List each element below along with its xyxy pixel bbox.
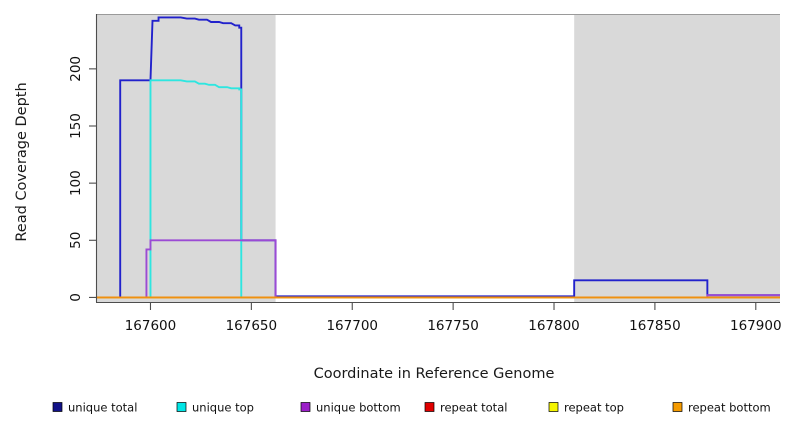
x-tick-label: 167600 xyxy=(125,318,177,334)
legend-swatch xyxy=(424,402,435,412)
legend-swatch xyxy=(52,402,63,412)
legend-label: repeat bottom xyxy=(688,401,771,415)
x-tick-label: 167750 xyxy=(427,318,479,334)
x-tick-label: 167700 xyxy=(326,318,378,334)
y-tick-label: 100 xyxy=(68,170,84,196)
y-tick-label: 50 xyxy=(68,232,84,249)
legend-label: unique top xyxy=(192,401,254,415)
y-tick-label: 0 xyxy=(68,293,84,302)
series-lines xyxy=(96,16,780,299)
y-axis-ticks: 0 50 100 150 200 xyxy=(68,56,96,302)
shaded-regions xyxy=(96,14,780,302)
shaded-region xyxy=(574,14,780,302)
x-axis: 167600 167650 167700 167750 167800 167850 1679… xyxy=(96,301,782,382)
x-tick-label: 167800 xyxy=(528,318,580,334)
legend-swatch xyxy=(672,402,683,412)
x-tick-label: 167650 xyxy=(226,318,278,334)
legend-label: repeat total xyxy=(440,401,507,415)
legend-swatch xyxy=(300,402,311,412)
chart-legend: unique total unique top unique bottom repea… xyxy=(52,401,771,415)
legend-label: unique bottom xyxy=(316,401,401,415)
x-axis-ticks: 167600 167650 167700 167750 167800 167850 1679… xyxy=(125,302,782,334)
series-line-unique-total xyxy=(96,16,780,299)
x-tick-label: 167850 xyxy=(629,318,681,334)
legend-label: unique total xyxy=(68,401,137,415)
legend-swatch xyxy=(548,402,559,412)
y-axis-title: Read Coverage Depth xyxy=(14,82,30,241)
legend-swatch xyxy=(176,402,187,412)
legend-label: repeat top xyxy=(564,401,624,415)
series-line-unique-top xyxy=(96,79,780,299)
x-tick-label: 167900 xyxy=(730,318,782,334)
y-axis: 0 50 100 150 200 Read Coverage Depth xyxy=(14,14,98,302)
y-tick-label: 200 xyxy=(68,56,84,82)
plot-panel xyxy=(96,14,780,302)
shaded-region xyxy=(96,14,276,302)
y-tick-label: 150 xyxy=(68,113,84,139)
x-axis-title: Coordinate in Reference Genome xyxy=(314,366,555,382)
